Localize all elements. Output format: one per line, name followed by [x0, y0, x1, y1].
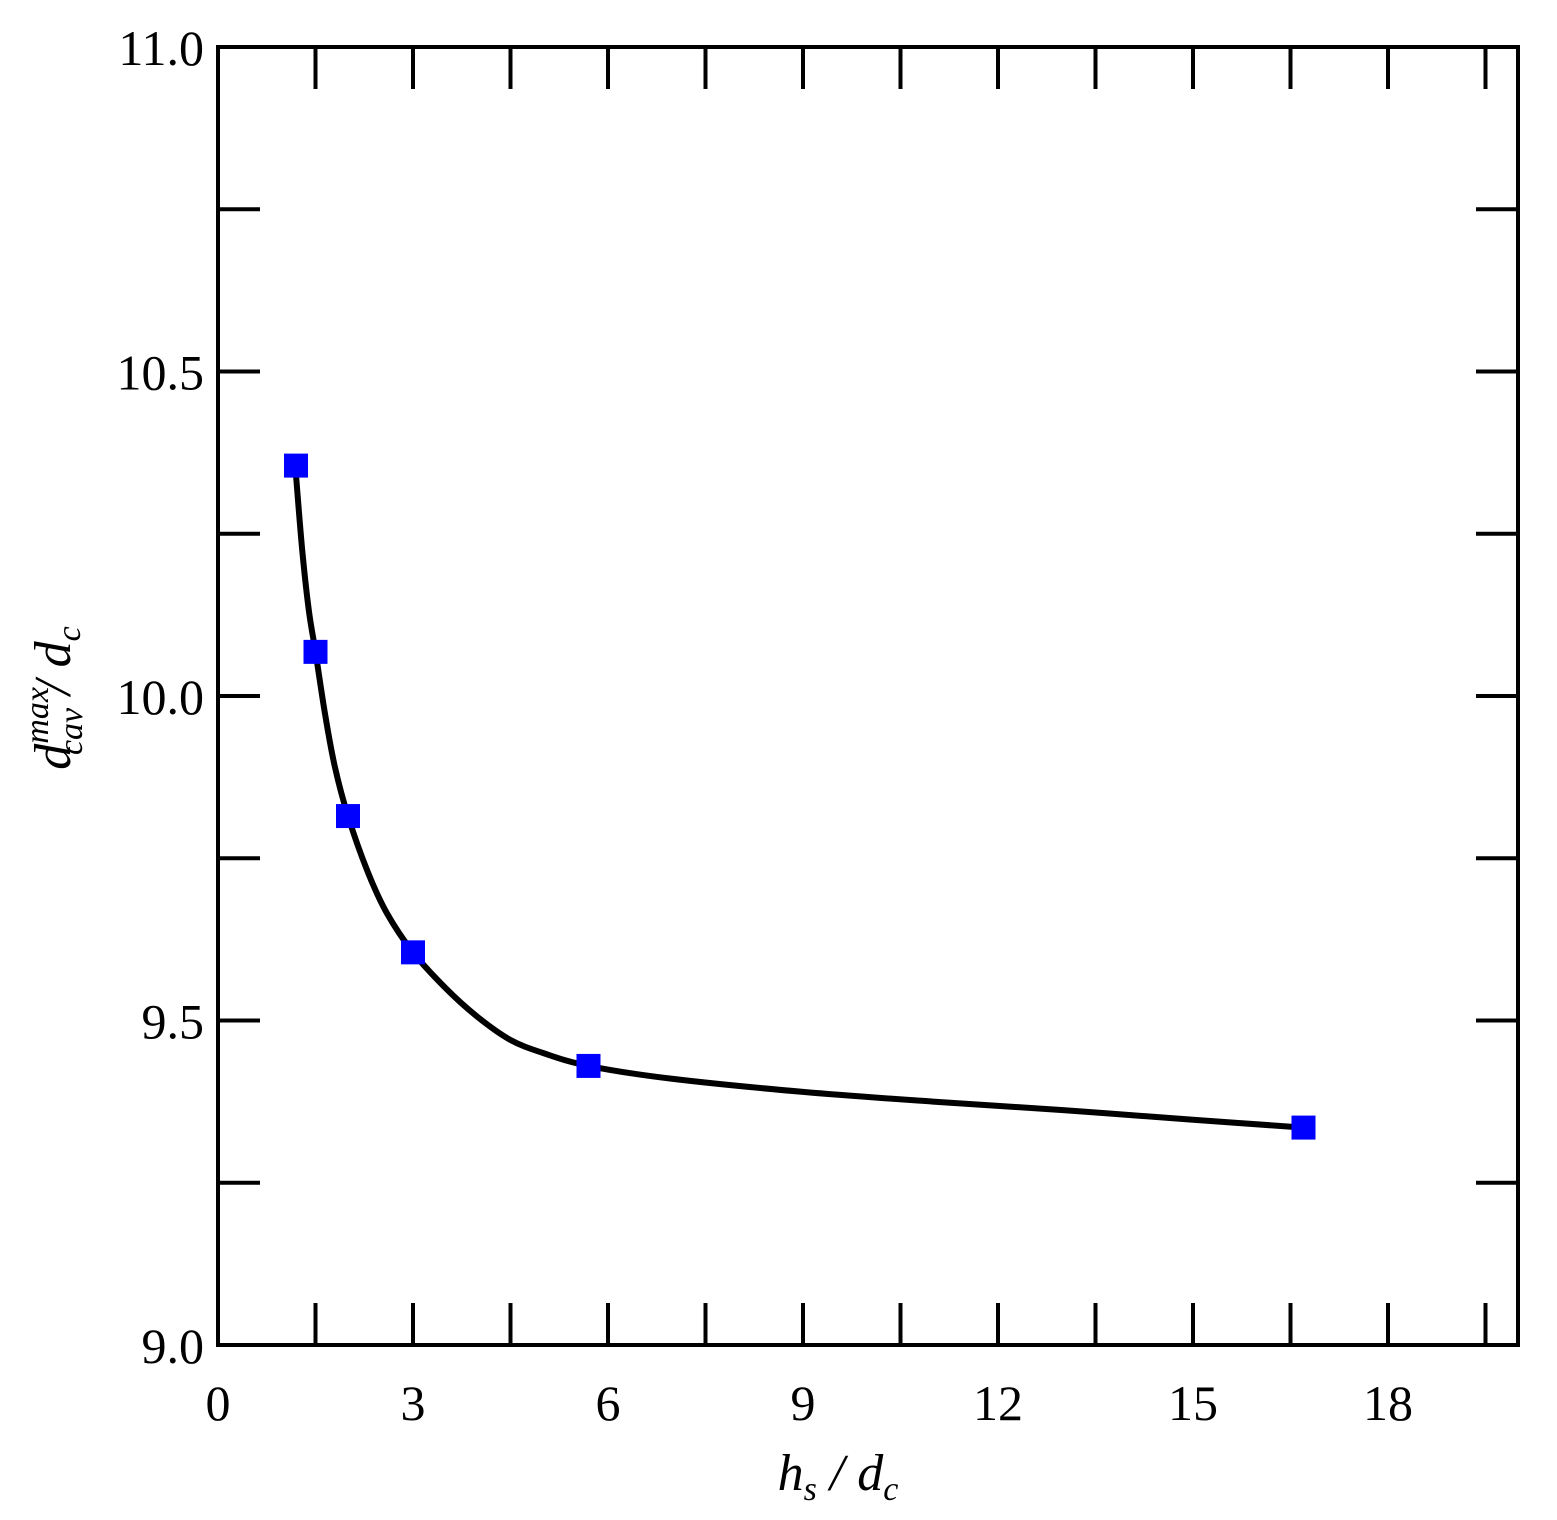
y-axis-label-rest-sub: c [51, 626, 88, 641]
fit-curve-layer [293, 472, 1307, 1131]
x-tick-label: 15 [1168, 1375, 1218, 1431]
y-tick-label: 10.0 [117, 669, 205, 725]
x-tick-label: 9 [791, 1375, 816, 1431]
x-tick-label: 6 [596, 1375, 621, 1431]
x-axis-label: hs / dc [778, 1445, 899, 1508]
data-points [284, 453, 1316, 1140]
y-tick-label: 9.0 [142, 1318, 205, 1374]
x-axis-label-rest-sub: c [883, 1471, 898, 1508]
data-point-marker [336, 804, 360, 829]
y-axis-label-sup: max [19, 687, 56, 744]
data-point-marker [1291, 1115, 1316, 1140]
y-axis-label-main: d [25, 743, 82, 770]
y-axis-label: dmaxcav / dc [19, 626, 90, 769]
data-point-marker [401, 940, 425, 965]
y-tick-label: 10.5 [117, 345, 205, 401]
tick-labels: 0 3 6 9 12 15 18 9.0 9.5 10.0 10.5 11.0 [117, 20, 1414, 1431]
fit-curve [293, 472, 1307, 1131]
x-axis-label-rest: / d [817, 1445, 884, 1502]
y-axis-label-rest: / d [25, 640, 82, 707]
data-point-marker [284, 453, 308, 478]
x-axis-label-main: h [778, 1445, 804, 1502]
y-tick-label: 11.0 [118, 20, 204, 76]
ticks [218, 47, 1518, 1345]
plot-frame [216, 45, 1520, 1347]
x-tick-label: 0 [206, 1375, 231, 1431]
data-point-marker [303, 639, 328, 664]
y-axis-label-sub: cav [53, 707, 90, 755]
data-point-marker [576, 1053, 601, 1078]
x-axis-label-sub: s [804, 1471, 817, 1508]
x-tick-label: 18 [1363, 1375, 1413, 1431]
y-tick-label: 9.5 [142, 994, 205, 1050]
x-tick-label: 12 [973, 1375, 1023, 1431]
x-tick-label: 3 [401, 1375, 426, 1431]
